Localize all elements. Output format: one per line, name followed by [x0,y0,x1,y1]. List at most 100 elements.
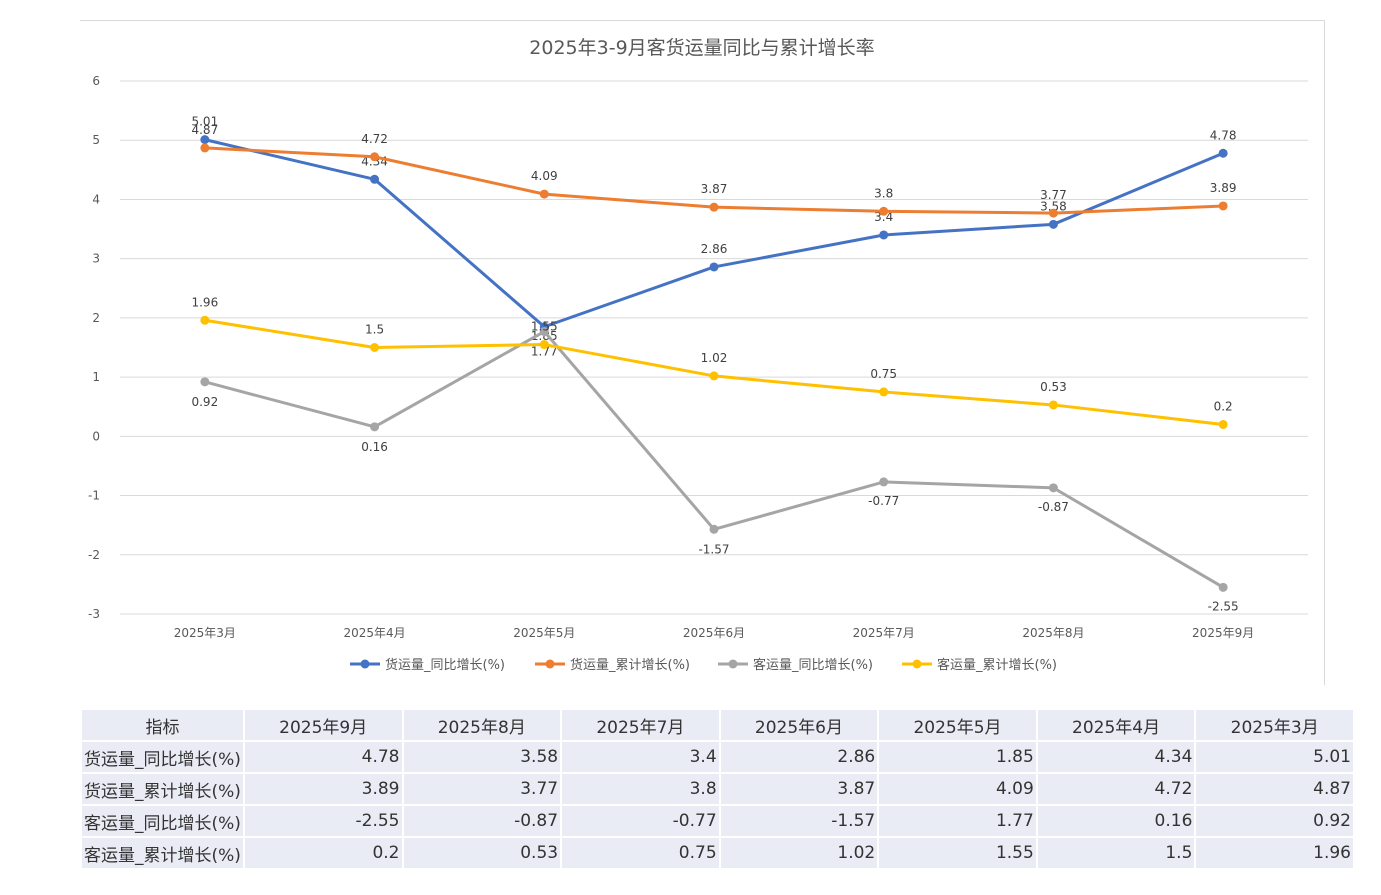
y-tick-label: 2 [92,311,100,325]
table-cell: 0.92 [1196,806,1353,836]
data-label: 1.77 [531,345,558,359]
legend-marker [912,659,922,669]
x-tick-label: 2025年6月 [683,626,745,640]
data-point [539,189,549,199]
table-cell: -0.87 [403,806,561,836]
table-cell: 3.58 [403,742,561,772]
table-cell: 4.78 [244,742,402,772]
line-chart: 2025年3-9月客货运量同比与累计增长率 -3 -2 -1 0 1 2 3 4 5 6 2025年3… [88,37,1308,673]
table-header-cell: 2025年3月 [1196,710,1353,740]
legend-marker [360,659,370,669]
data-label: -0.77 [868,494,899,508]
table-cell: 4.87 [1196,774,1353,804]
table-row: 客运量_同比增长(%) -2.55 -0.87 -0.77 -1.57 1.77… [82,806,1353,836]
data-label: 1.5 [365,323,384,337]
data-label: 0.92 [191,395,218,409]
data-point [539,327,549,337]
data-label: 2.86 [701,242,728,256]
table-cell: 2.86 [720,742,878,772]
table-cell: 0.2 [244,838,402,868]
y-tick-label: 1 [92,370,100,384]
data-point [370,174,380,184]
table-cell: 1.5 [1037,838,1195,868]
data-label: 3.77 [1040,188,1067,202]
table-cell: 1.55 [879,838,1036,868]
y-tick-label: 3 [92,252,100,266]
data-point [879,206,889,216]
data-point [879,387,889,397]
data-label: 0.75 [870,367,897,381]
table-cell: 0.75 [562,838,719,868]
table-cell: 5.01 [1196,742,1353,772]
y-tick-label: 6 [92,74,100,88]
data-point [1048,483,1058,493]
data-point [1048,400,1058,410]
table-cell: 0.16 [1037,806,1195,836]
data-point [1048,219,1058,229]
data-label: 5.01 [191,115,218,129]
data-point [1048,208,1058,218]
table-header-cell: 2025年7月 [562,710,719,740]
table-cell: 4.34 [1037,742,1195,772]
table-cell: 3.89 [244,774,402,804]
data-label: 1.96 [191,295,218,309]
data-table: 指标 2025年9月 2025年8月 2025年7月 2025年6月 2025年… [80,708,1355,870]
data-point [1218,419,1228,429]
legend-label: 客运量_同比增长(%) [753,657,873,673]
table-cell: 1.85 [879,742,1036,772]
x-tick-label: 2025年5月 [513,626,575,640]
data-label: -1.57 [698,542,729,556]
y-tick-label: -1 [88,489,100,503]
data-point [200,315,210,325]
table-cell: 4.72 [1037,774,1195,804]
data-label: 0.2 [1214,399,1233,413]
data-label: 1.02 [701,351,728,365]
table-header-cell: 2025年5月 [879,710,1036,740]
legend-label: 货运量_累计增长(%) [570,657,690,673]
table-cell: 3.8 [562,774,719,804]
data-point [370,152,380,162]
legend-label: 客运量_累计增长(%) [937,657,1057,673]
data-label: 3.8 [874,186,893,200]
table-header-cell: 2025年4月 [1037,710,1195,740]
x-tick-label: 2025年8月 [1022,626,1084,640]
y-tick-label: -2 [88,548,100,562]
data-point [709,371,719,381]
data-point [370,422,380,432]
x-tick-label: 2025年7月 [853,626,915,640]
data-point [1218,582,1228,592]
table-cell: 1.96 [1196,838,1353,868]
table-cell: 1.77 [879,806,1036,836]
x-tick-label: 2025年4月 [343,626,405,640]
chart-title: 2025年3-9月客货运量同比与累计增长率 [529,37,874,59]
data-label: -2.55 [1208,599,1239,613]
data-label: 3.4 [874,210,893,224]
data-label: 4.09 [531,169,558,183]
data-point [709,262,719,272]
legend-marker [728,659,738,669]
data-point [200,143,210,153]
data-point [1218,201,1228,211]
table-header-cell: 2025年9月 [244,710,402,740]
table-row: 货运量_累计增长(%) 3.89 3.77 3.8 3.87 4.09 4.72… [82,774,1353,804]
row-label: 客运量_同比增长(%) [82,806,243,836]
data-point [709,202,719,212]
chart-frame: 2025年3-9月客货运量同比与累计增长率 -3 -2 -1 0 1 2 3 4 5 6 2025年3… [80,20,1325,685]
table-header-cell: 指标 [82,710,243,740]
data-label: 0.16 [361,440,388,454]
row-label: 货运量_累计增长(%) [82,774,243,804]
table-cell: 3.87 [720,774,878,804]
data-point [879,230,889,240]
table-header-cell: 2025年8月 [403,710,561,740]
row-label: 货运量_同比增长(%) [82,742,243,772]
legend-marker [545,659,555,669]
table-cell: -2.55 [244,806,402,836]
data-label: 0.53 [1040,380,1067,394]
data-label: -0.87 [1038,500,1069,514]
data-point [879,477,889,487]
data-label: 1.55 [531,320,558,334]
data-label: 3.89 [1210,181,1237,195]
data-point [539,340,549,350]
legend-label: 货运量_同比增长(%) [385,657,505,673]
data-label: 3.58 [1040,199,1067,213]
